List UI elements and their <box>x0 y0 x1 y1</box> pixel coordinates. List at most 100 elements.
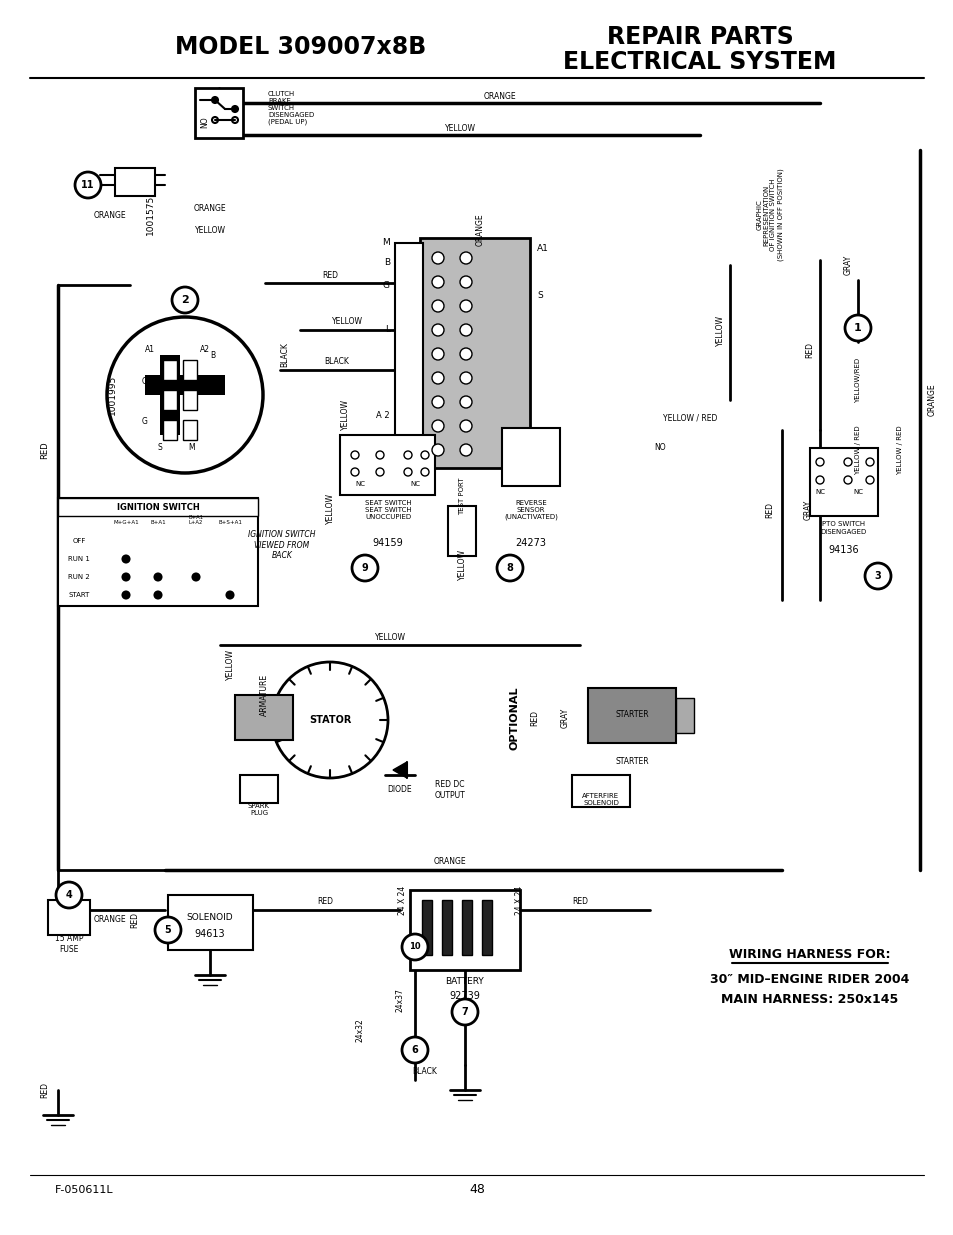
Text: NC: NC <box>814 489 824 495</box>
Text: ORANGE: ORANGE <box>475 214 484 246</box>
Text: NC: NC <box>410 480 419 487</box>
Text: 10: 10 <box>409 942 420 951</box>
Circle shape <box>497 555 522 580</box>
Circle shape <box>352 555 377 580</box>
Bar <box>115 168 154 196</box>
Text: 92739: 92739 <box>449 990 480 1002</box>
Text: NC: NC <box>852 489 862 495</box>
Text: BATTERY: BATTERY <box>445 977 484 987</box>
Bar <box>194 88 243 138</box>
Text: S: S <box>537 290 542 300</box>
Circle shape <box>75 172 101 198</box>
Text: TEST PORT: TEST PORT <box>458 477 464 515</box>
Text: ORANGE: ORANGE <box>93 915 126 925</box>
Text: RED DC
OUTPUT: RED DC OUTPUT <box>435 781 465 800</box>
Circle shape <box>865 475 873 484</box>
Text: 1: 1 <box>853 324 861 333</box>
Circle shape <box>432 445 443 456</box>
Text: GRAY: GRAY <box>560 708 569 729</box>
Text: 30″ MID–ENGINE RIDER 2004: 30″ MID–ENGINE RIDER 2004 <box>710 973 909 987</box>
Circle shape <box>420 468 429 475</box>
Text: ORANGE: ORANGE <box>93 210 126 220</box>
Circle shape <box>459 396 472 408</box>
Text: G: G <box>142 378 148 387</box>
Bar <box>339 435 435 495</box>
Circle shape <box>56 882 82 908</box>
Bar <box>448 506 476 556</box>
Text: 8: 8 <box>506 563 513 573</box>
Circle shape <box>432 396 443 408</box>
Circle shape <box>432 275 443 288</box>
Text: 24x32: 24x32 <box>355 1018 364 1042</box>
Bar <box>441 900 452 955</box>
Bar <box>48 900 90 935</box>
Circle shape <box>459 420 472 432</box>
Text: B: B <box>210 351 214 359</box>
Text: RED: RED <box>322 270 337 279</box>
Text: RED: RED <box>131 911 139 927</box>
Text: 9: 9 <box>361 563 368 573</box>
Circle shape <box>154 918 181 944</box>
Bar <box>419 238 530 468</box>
Text: REVERSE
SENSOR
(UNACTIVATED): REVERSE SENSOR (UNACTIVATED) <box>503 500 558 520</box>
Text: 24x37: 24x37 <box>395 988 404 1011</box>
Bar <box>145 375 225 395</box>
Text: BLACK: BLACK <box>280 342 289 368</box>
Text: 7: 7 <box>461 1007 468 1016</box>
Circle shape <box>459 372 472 384</box>
Text: NC: NC <box>355 480 365 487</box>
Text: YELLOW/RED: YELLOW/RED <box>854 357 861 403</box>
Text: IGNITION SWITCH: IGNITION SWITCH <box>116 503 199 511</box>
Circle shape <box>432 372 443 384</box>
Circle shape <box>172 287 198 312</box>
Circle shape <box>122 573 130 580</box>
Text: YELLOW: YELLOW <box>225 650 234 680</box>
Bar <box>163 359 177 380</box>
Text: S: S <box>157 443 162 452</box>
Circle shape <box>122 556 130 562</box>
Text: 3: 3 <box>874 571 881 580</box>
Bar <box>421 900 432 955</box>
Circle shape <box>432 348 443 359</box>
Text: B+A1: B+A1 <box>150 520 166 525</box>
Text: B: B <box>383 258 390 267</box>
Text: PTO SWITCH
DISENGAGED: PTO SWITCH DISENGAGED <box>820 521 866 535</box>
Text: YELLOW: YELLOW <box>331 317 362 326</box>
Circle shape <box>864 563 890 589</box>
Text: GRAY: GRAY <box>842 254 852 275</box>
Circle shape <box>107 317 263 473</box>
Circle shape <box>843 458 851 466</box>
Text: ORANGE: ORANGE <box>193 204 226 212</box>
Text: IGNITION SWITCH
VIEWED FROM
BACK: IGNITION SWITCH VIEWED FROM BACK <box>248 530 315 559</box>
Text: ORANGE: ORANGE <box>434 857 466 867</box>
Text: 5: 5 <box>165 925 172 935</box>
Text: A 2: A 2 <box>376 410 390 420</box>
Text: BLACK: BLACK <box>412 1067 437 1077</box>
Text: NO: NO <box>200 116 210 127</box>
Text: RED: RED <box>316 898 333 906</box>
Text: WIRING HARNESS FOR:: WIRING HARNESS FOR: <box>728 948 890 962</box>
Bar <box>676 698 693 734</box>
Circle shape <box>375 451 384 459</box>
Text: OFF: OFF <box>72 538 86 543</box>
Polygon shape <box>393 762 407 778</box>
Text: RED: RED <box>764 501 774 517</box>
Bar <box>160 354 180 435</box>
Text: NO: NO <box>654 443 665 452</box>
Circle shape <box>403 468 412 475</box>
Text: YELLOW / RED: YELLOW / RED <box>662 414 717 422</box>
Text: B+S+A1: B+S+A1 <box>218 520 242 525</box>
Text: MAIN HARNESS: 250x145: MAIN HARNESS: 250x145 <box>720 993 898 1007</box>
Circle shape <box>432 420 443 432</box>
Bar <box>234 695 293 740</box>
Circle shape <box>815 458 823 466</box>
Circle shape <box>212 98 218 103</box>
Circle shape <box>401 934 428 960</box>
Circle shape <box>452 999 477 1025</box>
Circle shape <box>193 573 199 580</box>
Text: OPTIONAL: OPTIONAL <box>510 687 519 750</box>
Text: A1: A1 <box>145 346 154 354</box>
Text: YELLOW: YELLOW <box>340 399 349 431</box>
Text: STARTER: STARTER <box>615 710 648 720</box>
Text: 24 X 24: 24 X 24 <box>398 885 407 915</box>
